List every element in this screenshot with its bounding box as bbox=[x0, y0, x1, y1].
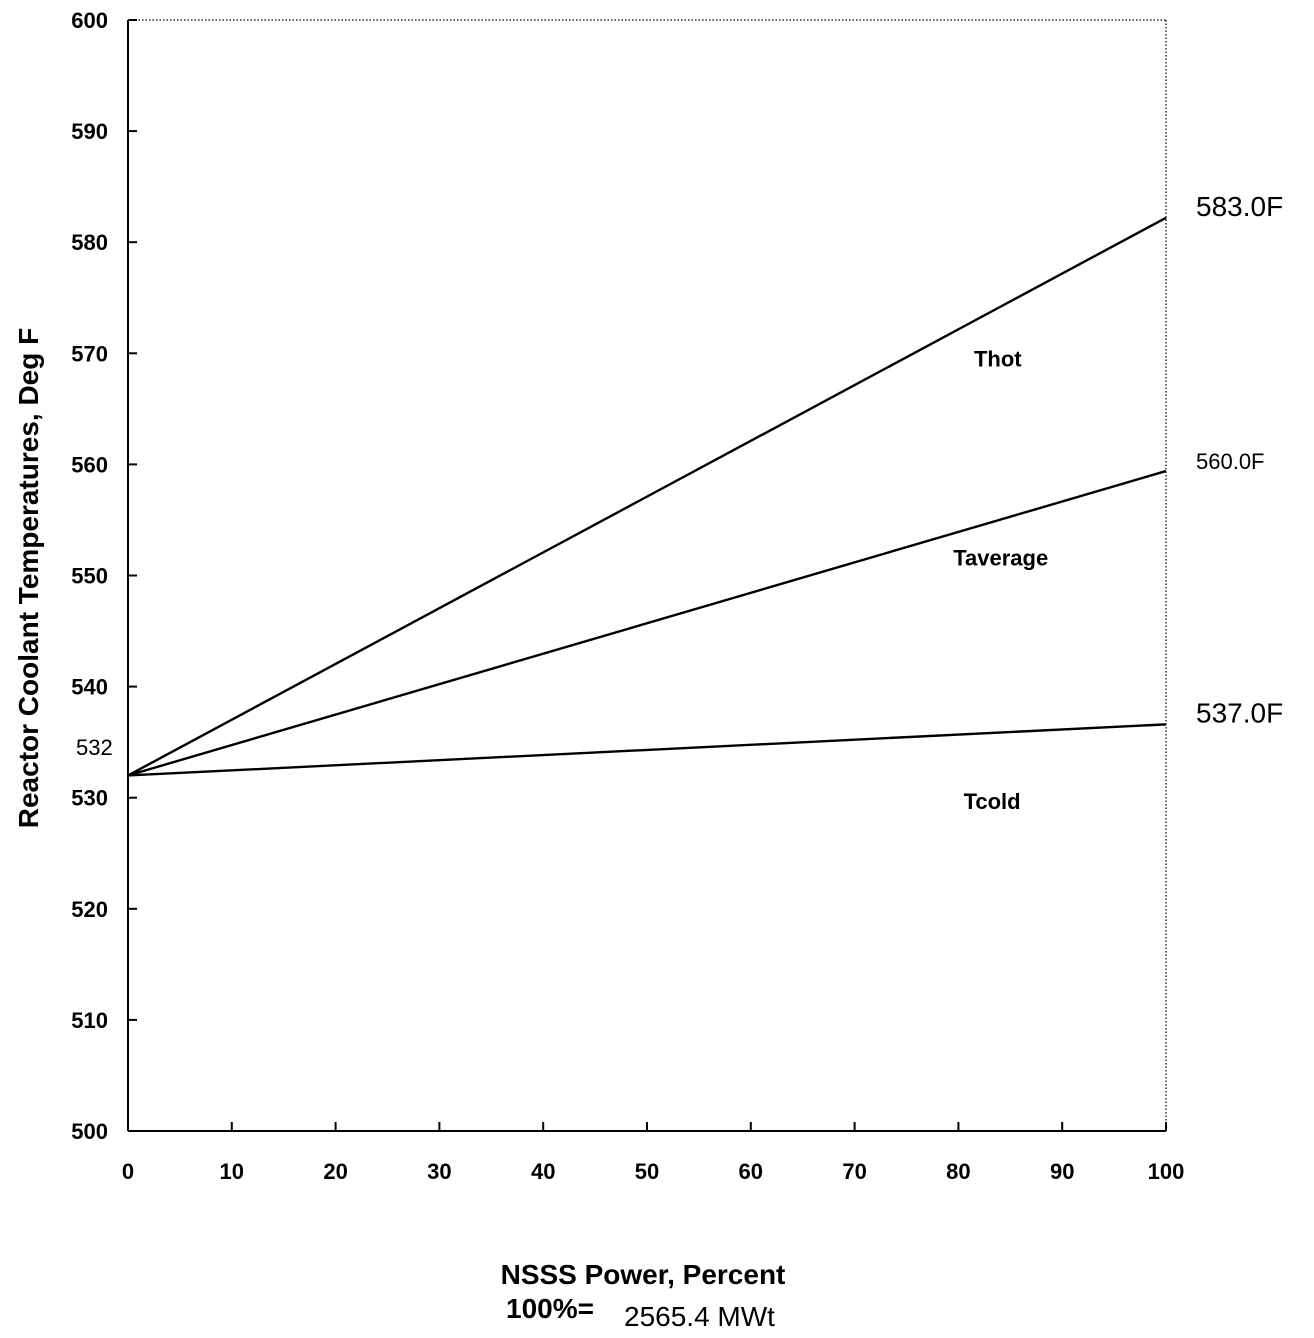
y-axis-label: Reactor Coolant Temperatures, Deg F bbox=[13, 328, 44, 828]
x-tick-label-10: 10 bbox=[220, 1159, 244, 1184]
series-label-tcold: Tcold bbox=[964, 789, 1021, 814]
y-tick-label-520: 520 bbox=[71, 897, 108, 922]
x-tick-label-40: 40 bbox=[531, 1159, 555, 1184]
y-tick-label-540: 540 bbox=[71, 675, 108, 700]
y-tick-label-560: 560 bbox=[71, 452, 108, 477]
series-end-value-taverage: 560.0F bbox=[1196, 449, 1265, 474]
x-tick-label-0: 0 bbox=[122, 1159, 134, 1184]
y-tick-label-600: 600 bbox=[71, 8, 108, 33]
series-line-taverage bbox=[127, 469, 1167, 777]
origin-annotation: 532 bbox=[76, 735, 113, 760]
x-axis-label: NSSS Power, Percent bbox=[501, 1259, 786, 1290]
x-tick-label-20: 20 bbox=[323, 1159, 347, 1184]
series-label-taverage: Taverage bbox=[953, 546, 1048, 571]
x-tick-label-100: 100 bbox=[1148, 1159, 1185, 1184]
y-axis-ticks: 500 510 520 530 540 550 560 570 580 590 600 bbox=[71, 8, 137, 1144]
y-tick-label-530: 530 bbox=[71, 786, 108, 811]
series-lines bbox=[127, 216, 1167, 777]
series-line-thot bbox=[127, 216, 1167, 777]
y-tick-label-500: 500 bbox=[71, 1119, 108, 1144]
footnote-percent: 100%= bbox=[506, 1293, 594, 1324]
y-tick-label-570: 570 bbox=[71, 341, 108, 366]
x-tick-label-70: 70 bbox=[842, 1159, 866, 1184]
y-tick-label-580: 580 bbox=[71, 230, 108, 255]
x-tick-label-30: 30 bbox=[427, 1159, 451, 1184]
series-labels: Thot 583.0F Taverage 560.0F Tcold 537.0F bbox=[953, 191, 1283, 814]
x-tick-label-50: 50 bbox=[635, 1159, 659, 1184]
x-tick-label-60: 60 bbox=[739, 1159, 763, 1184]
y-tick-label-590: 590 bbox=[71, 119, 108, 144]
series-label-thot: Thot bbox=[974, 347, 1022, 372]
y-tick-label-510: 510 bbox=[71, 1008, 108, 1033]
series-end-value-thot: 583.0F bbox=[1196, 191, 1283, 222]
x-tick-label-80: 80 bbox=[946, 1159, 970, 1184]
series-end-value-tcold: 537.0F bbox=[1196, 697, 1283, 728]
series-line-tcold bbox=[127, 723, 1167, 777]
y-tick-label-550: 550 bbox=[71, 564, 108, 589]
x-tick-label-90: 90 bbox=[1050, 1159, 1074, 1184]
plot-frame bbox=[127, 19, 1167, 1132]
footnote-power: 2565.4 MWt bbox=[624, 1301, 775, 1332]
x-axis-ticks: 0 10 20 30 40 50 60 70 80 90 100 bbox=[122, 1122, 1184, 1184]
